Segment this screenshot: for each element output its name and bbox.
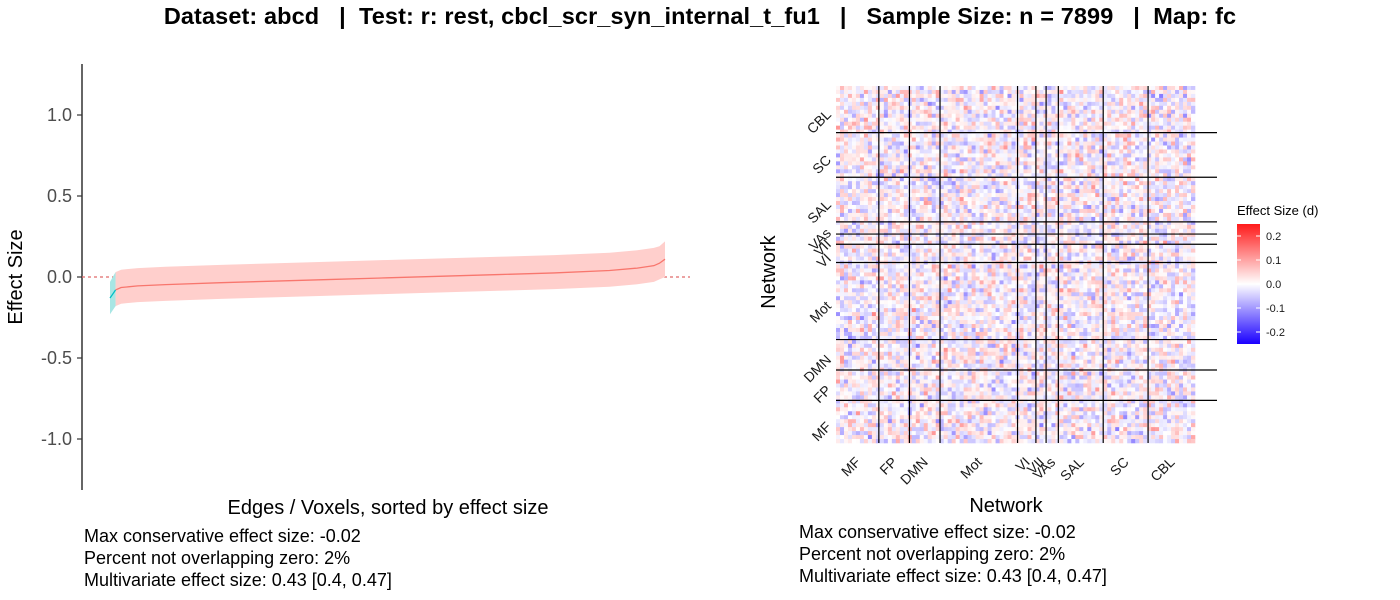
x-tick-label-sal: SAL: [1057, 454, 1087, 484]
y-tick-label-cbl: CBL: [804, 106, 835, 137]
legend-title: Effect Size (d): [1237, 203, 1319, 218]
legend-tick-label: 0.0: [1266, 279, 1281, 291]
x-tick-label-dmn: DMN: [897, 454, 931, 488]
y-tick-label: -1.0: [41, 429, 72, 449]
x-tick-label-sc: SC: [1107, 454, 1132, 479]
effect-size-curve-chart: 1.0 0.5 0.0 -0.5 -1.0 Effect Size Edges / Voxe…: [5, 64, 690, 519]
right-stat-max-conservative: Max conservative effect size: -0.02: [799, 522, 1076, 542]
y-tick-label-fp: FP: [810, 382, 834, 406]
y-tick-label: -0.5: [41, 348, 72, 368]
y-tick-label-sal: SAL: [804, 196, 834, 226]
x-tick-label-mot: Mot: [957, 454, 985, 482]
y-tick-label-mf: MF: [809, 419, 835, 445]
left-stat-max-conservative: Max conservative effect size: -0.02: [84, 526, 361, 546]
y-tick-label: 0.0: [47, 267, 72, 287]
x-axis-title: Edges / Voxels, sorted by effect size: [228, 497, 549, 519]
legend-tick-label: -0.2: [1266, 327, 1285, 339]
right-stat-percent-not-overlapping: Percent not overlapping zero: 2%: [799, 544, 1066, 564]
right-stats: Max conservative effect size: -0.02 Perc…: [799, 521, 1107, 587]
legend-tick-label: 0.2: [1266, 231, 1281, 243]
heatmap-cells: [836, 86, 1196, 444]
left-stat-percent-not-overlapping: Percent not overlapping zero: 2%: [84, 548, 351, 568]
x-tick-label-fp: FP: [876, 454, 900, 478]
y-tick-label-mot: Mot: [806, 298, 834, 326]
page-title: Dataset: abcd | Test: r: rest, cbcl_scr_…: [163, 3, 1237, 29]
x-tick-label-cbl: CBL: [1147, 454, 1178, 485]
y-axis-title: Network: [758, 234, 780, 308]
y-tick-label: 1.0: [47, 105, 72, 125]
effect-size-line-overlapping-zero: [109, 289, 117, 299]
confidence-band: [115, 241, 666, 307]
right-stat-multivariate: Multivariate effect size: 0.43 [0.4, 0.4…: [799, 566, 1107, 586]
effect-size-line: [115, 258, 666, 291]
y-axis-title: Effect Size: [5, 229, 27, 324]
left-stat-multivariate: Multivariate effect size: 0.43 [0.4, 0.4…: [84, 570, 392, 590]
left-stats: Max conservative effect size: -0.02 Perc…: [84, 525, 392, 591]
legend-colorbar: [1237, 224, 1260, 344]
legend-tick-label: -0.1: [1266, 303, 1285, 315]
y-tick-label: 0.5: [47, 186, 72, 206]
x-axis-title: Network: [969, 495, 1043, 517]
y-tick-label-sc: SC: [809, 152, 834, 177]
legend-tick-label: 0.1: [1266, 255, 1281, 267]
y-tick-label-dmn: DMN: [800, 352, 834, 386]
x-tick-label-mf: MF: [838, 454, 864, 480]
